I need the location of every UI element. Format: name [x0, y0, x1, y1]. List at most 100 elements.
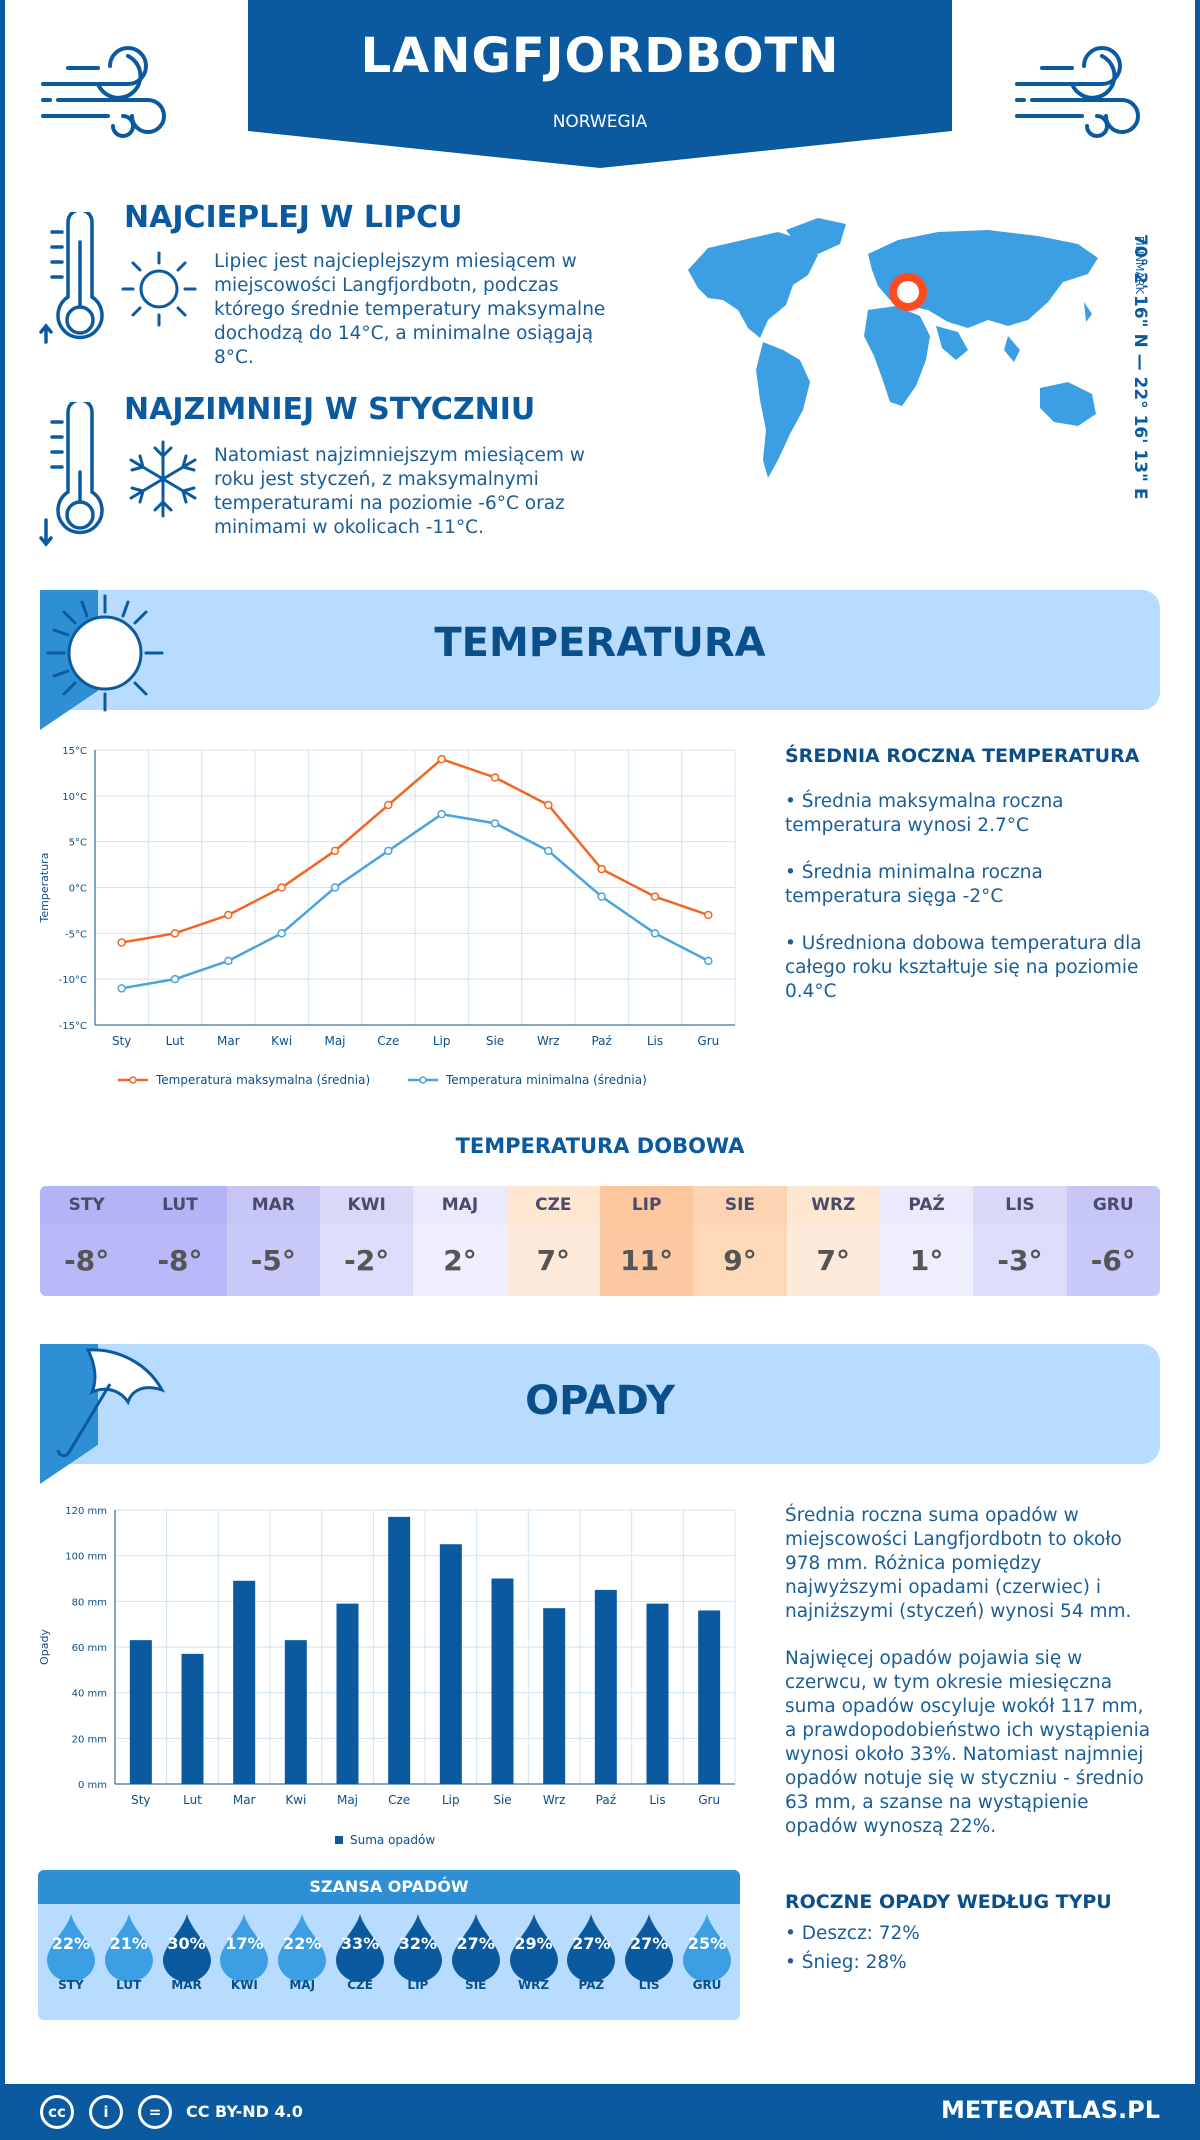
precip-chance-item: 27% PAŹ	[563, 1912, 619, 1992]
x-tick-label: Gru	[697, 1034, 719, 1048]
footer	[0, 2084, 1200, 2140]
precip-chance-item: 27% SIE	[448, 1912, 504, 1992]
daily-column: LUT -8°	[133, 1186, 227, 1296]
site-link[interactable]: METEOATLAS.PL	[940, 2096, 1160, 2124]
precip-chance-value: 21%	[109, 1934, 148, 1953]
daily-temperature-value: -8°	[40, 1224, 134, 1296]
x-tick-label: Maj	[324, 1034, 345, 1048]
bar	[129, 1640, 152, 1784]
y-tick-label: -15°C	[59, 1021, 87, 1032]
y-tick-label: 80 mm	[72, 1597, 107, 1608]
daily-month-label: WRZ	[786, 1186, 880, 1224]
daily-column: LIP 11°	[599, 1186, 694, 1296]
precip-chance-month: LIS	[638, 1978, 660, 1992]
hottest-title: NAJCIEPLEJ W LIPCU	[124, 200, 463, 235]
license-label: CC BY-ND 4.0	[186, 2102, 303, 2121]
x-tick-label: Paź	[591, 1034, 611, 1048]
legend-marker	[129, 1076, 137, 1084]
bar	[646, 1603, 669, 1784]
daily-month-label: CZE	[506, 1186, 600, 1224]
raindrop-icon	[46, 1914, 95, 1982]
daily-month-label: MAR	[226, 1186, 320, 1224]
data-point	[544, 846, 553, 856]
bar	[181, 1653, 204, 1784]
legend-label: Temperatura maksymalna (średnia)	[155, 1073, 370, 1087]
precip-chance-item: 32% LIP	[390, 1912, 446, 1992]
temperature-bullet: • Średnia maksymalna roczna temperatura …	[785, 791, 1064, 836]
daily-month-label: KWI	[319, 1186, 414, 1224]
y-tick-label: 20 mm	[72, 1734, 107, 1745]
umbrella-icon	[56, 1348, 166, 1458]
raindrop-icon	[162, 1914, 211, 1982]
precip-chance-item: 25% GRU	[679, 1912, 735, 1992]
x-tick-label: Sty	[131, 1793, 150, 1807]
bar	[698, 1610, 721, 1784]
daily-temperature-value: -2°	[319, 1224, 414, 1296]
data-point	[704, 910, 713, 920]
precip-type-title: ROCZNE OPADY WEDŁUG TYPU	[785, 1891, 1112, 1913]
precip-chance-value: 27%	[630, 1934, 669, 1953]
y-tick-label: 60 mm	[72, 1643, 107, 1654]
precip-chance-item: 22% MAJ	[274, 1912, 330, 1992]
series-line	[121, 757, 709, 944]
bar	[233, 1580, 256, 1784]
daily-month-label: GRU	[1066, 1186, 1160, 1224]
precip-chance-month: MAJ	[289, 1978, 316, 1992]
daily-column: SIE 9°	[693, 1186, 787, 1296]
cc-icon: cc	[40, 2095, 74, 2129]
precip-chance-month: LUT	[116, 1978, 142, 1992]
person-icon: i	[89, 2095, 123, 2129]
daily-temperature-value: -3°	[973, 1224, 1067, 1296]
raindrop-icon	[336, 1914, 385, 1982]
daily-temperature-value: 1°	[879, 1224, 974, 1296]
daily-column: KWI -2°	[319, 1186, 414, 1296]
daily-month-label: LUT	[133, 1186, 227, 1224]
y-tick-label: -5°C	[65, 929, 87, 940]
x-tick-label: Paź	[596, 1793, 616, 1807]
precip-chance-value: 25%	[687, 1934, 727, 1953]
data-point	[704, 956, 713, 966]
x-tick-label: Maj	[337, 1793, 358, 1807]
precip-chance-month: LIP	[407, 1978, 429, 1992]
precip-chance-value: 17%	[225, 1934, 264, 1953]
thermometer-hot-icon	[39, 212, 104, 344]
y-tick-label: 10°C	[62, 792, 87, 803]
precip-chance-title: SZANSA OPADÓW	[38, 1870, 740, 1904]
temperature-bullet: • Średnia minimalna roczna temperatura s…	[785, 862, 1043, 907]
legend-swatch	[335, 1836, 343, 1844]
daily-month-label: LIP	[599, 1186, 694, 1224]
precip-chance-value: 30%	[167, 1934, 206, 1953]
daily-column: CZE 7°	[506, 1186, 600, 1296]
temperature-title: TEMPERATURA	[434, 620, 766, 666]
data-point	[544, 800, 553, 810]
daily-month-label: STY	[40, 1186, 134, 1224]
precip-text: Najwięcej opadów pojawia się w czerwcu, …	[785, 1648, 1151, 1837]
sun-icon	[121, 251, 197, 327]
raindrop-icon	[451, 1914, 500, 1982]
precip-chance-month: SIE	[465, 1978, 487, 1992]
daily-month-label: MAJ	[413, 1186, 507, 1224]
y-axis-label: Temperatura	[38, 853, 51, 924]
wind-icon	[41, 46, 166, 138]
data-point	[224, 956, 233, 966]
thermometer-cold-icon	[39, 402, 104, 547]
coldest-title: NAJZIMNIEJ W STYCZNIU	[124, 392, 536, 427]
daily-column: PAŹ 1°	[879, 1186, 974, 1296]
legend-marker	[419, 1076, 427, 1084]
temperature-chart: -15°C -10°C -5°C 0°C 5°C 10°C 15°C Sty Lut Mar Kwi…	[38, 746, 736, 1087]
data-point	[277, 883, 286, 892]
precip-chance-value: 27%	[456, 1934, 495, 1953]
daily-temperature-value: -6°	[1066, 1224, 1160, 1296]
temperature-side-title: ŚREDNIA ROCZNA TEMPERATURA	[785, 745, 1140, 767]
data-point	[650, 892, 660, 901]
raindrop-icon	[220, 1914, 269, 1982]
raindrop-icon	[393, 1914, 442, 1982]
precip-chance-value: 32%	[398, 1934, 438, 1953]
data-point	[170, 974, 180, 984]
bar	[336, 1603, 359, 1784]
precip-chance-month: STY	[58, 1978, 84, 1992]
precip-title: OPADY	[525, 1378, 675, 1424]
x-tick-label: Kwi	[285, 1793, 306, 1807]
bar	[388, 1516, 411, 1784]
